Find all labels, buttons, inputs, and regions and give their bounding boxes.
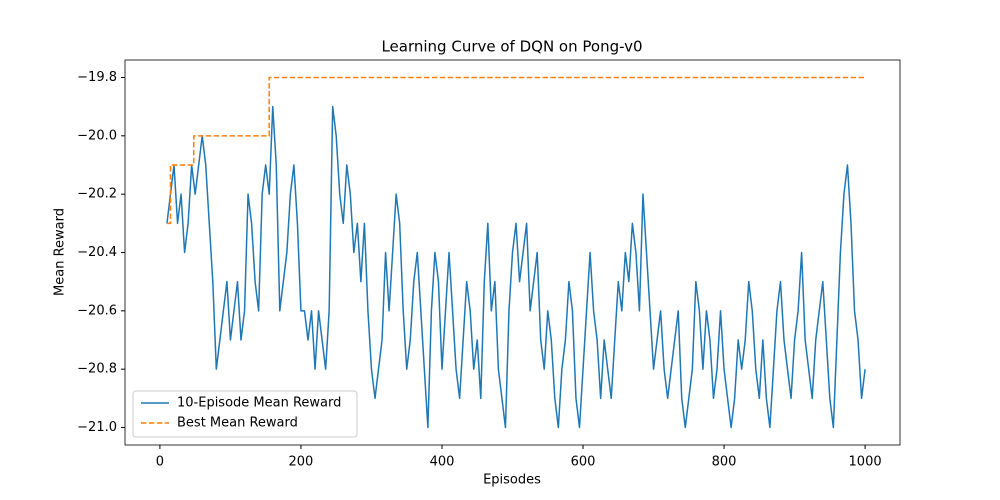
y-tick-label: −20.0 xyxy=(77,128,117,143)
legend: 10-Episode Mean Reward Best Mean Reward xyxy=(132,390,358,438)
y-axis-label: Mean Reward xyxy=(53,208,68,296)
legend-box xyxy=(132,390,358,438)
legend-label: Best Mean Reward xyxy=(177,416,298,431)
plot-frame xyxy=(124,59,901,446)
y-tick-label: −20.8 xyxy=(77,362,117,377)
x-axis-label: Episodes xyxy=(483,473,541,488)
y-tick-label: −20.6 xyxy=(77,303,117,318)
y-tick-label: −19.8 xyxy=(77,70,117,85)
chart-title: Learning Curve of DQN on Pong-v0 xyxy=(381,38,642,56)
x-tick-label: 0 xyxy=(156,455,164,470)
y-tick-label: −20.4 xyxy=(77,245,117,260)
y-tick-label: −20.2 xyxy=(77,187,117,202)
x-tick-label: 1000 xyxy=(849,455,882,470)
x-tick-label: 200 xyxy=(289,455,314,470)
data-line xyxy=(166,76,866,225)
data-line xyxy=(166,105,866,429)
x-tick-label: 800 xyxy=(712,455,737,470)
x-tick-label: 400 xyxy=(430,455,455,470)
legend-label: 10-Episode Mean Reward xyxy=(177,396,341,411)
x-tick-label: 600 xyxy=(571,455,596,470)
y-tick-label: −21.0 xyxy=(77,420,117,435)
